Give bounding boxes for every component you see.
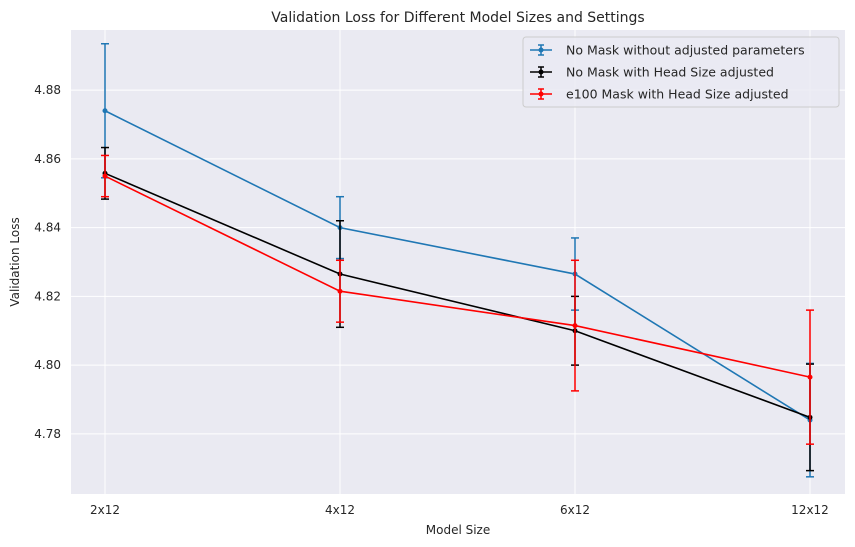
- data-point: [102, 108, 108, 114]
- y-tick-label: 4.80: [34, 358, 61, 372]
- y-tick-label: 4.86: [34, 152, 61, 166]
- legend-swatch-marker: [538, 47, 544, 53]
- series-line: [104, 172, 811, 419]
- series-line: [104, 110, 811, 421]
- y-tick-label: 4.78: [34, 427, 61, 441]
- x-axis-label: Model Size: [426, 523, 490, 537]
- legend-entry: No Mask without adjusted parameters: [530, 43, 805, 58]
- y-axis-label: Validation Loss: [8, 217, 22, 306]
- y-tick-label: 4.82: [34, 289, 61, 303]
- x-tick-labels: 2x12 4x12 6x12 12x12: [90, 503, 829, 517]
- legend-entry: No Mask with Head Size adjusted: [530, 65, 774, 80]
- data-point: [102, 173, 108, 179]
- chart-title: Validation Loss for Different Model Size…: [271, 10, 644, 26]
- legend-label: No Mask without adjusted parameters: [566, 43, 805, 58]
- data-point: [337, 288, 343, 294]
- y-tick-label: 4.84: [34, 221, 61, 235]
- x-tick-label: 2x12: [90, 503, 120, 517]
- legend-swatch-marker: [538, 91, 544, 97]
- x-tick-label: 4x12: [325, 503, 355, 517]
- legend-swatch-marker: [538, 69, 544, 75]
- data-point: [807, 374, 813, 380]
- series-line: [104, 175, 811, 378]
- legend: No Mask without adjusted parameters No Ma…: [522, 36, 840, 108]
- legend-frame: [522, 36, 840, 108]
- series-group: [101, 42, 814, 478]
- legend-label: e100 Mask with Head Size adjusted: [566, 87, 789, 102]
- legend-label: No Mask with Head Size adjusted: [566, 65, 774, 80]
- y-tick-label: 4.88: [34, 83, 61, 97]
- legend-entry: e100 Mask with Head Size adjusted: [530, 87, 789, 102]
- data-point: [572, 323, 578, 329]
- y-tick-labels: 4.78 4.80 4.82 4.84 4.86 4.88: [34, 83, 61, 441]
- series-3: [101, 154, 814, 445]
- x-tick-label: 12x12: [791, 503, 829, 517]
- x-tick-label: 6x12: [560, 503, 590, 517]
